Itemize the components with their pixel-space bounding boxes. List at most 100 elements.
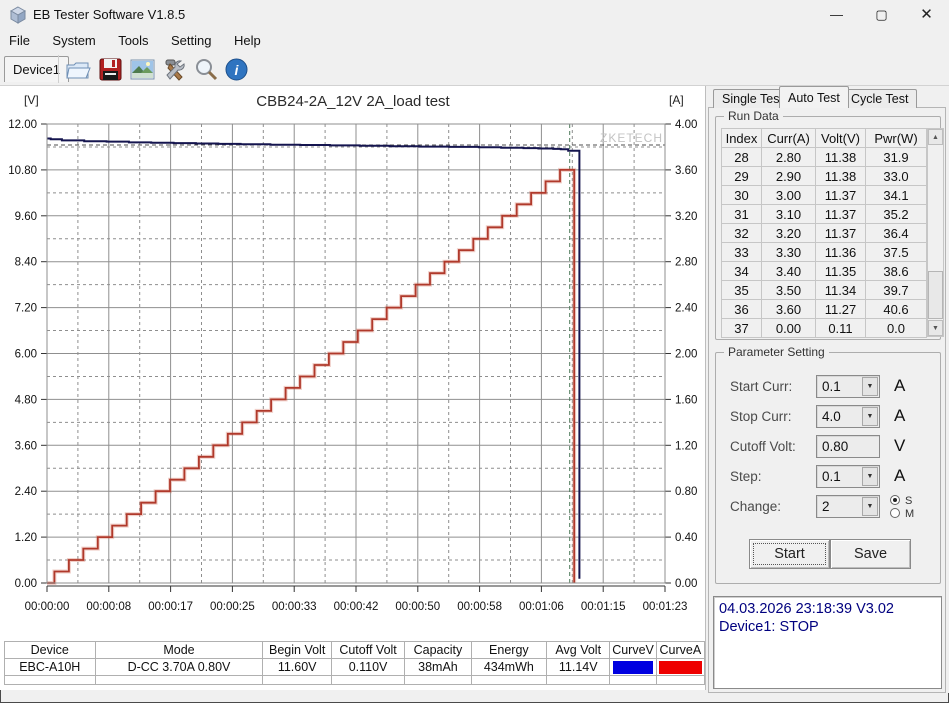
run-data-row[interactable]: 313.1011.3735.2 <box>722 205 927 224</box>
step-combo[interactable]: 0.1 ▼ <box>816 465 880 488</box>
left-tick-label: 3.60 <box>15 440 37 452</box>
result-cell: D-CC 3.70A 0.80V <box>95 659 263 676</box>
menu-help[interactable]: Help <box>225 30 270 48</box>
chevron-down-icon[interactable]: ▼ <box>862 377 878 396</box>
menu-file[interactable]: File <box>0 30 39 48</box>
result-empty-cell <box>331 676 404 685</box>
window-title: EB Tester Software V1.8.5 <box>33 7 185 22</box>
run-data-row[interactable]: 292.9011.3833.0 <box>722 167 927 186</box>
run-data-row[interactable]: 370.000.110.0 <box>722 319 927 338</box>
run-data-row[interactable]: 363.6011.2740.6 <box>722 300 927 319</box>
step-label: Step: <box>730 469 762 484</box>
run-data-group: Run Data IndexCurr(A)Volt(V)Pwr(W)282.80… <box>715 116 941 340</box>
device-tab[interactable]: Device1 <box>4 56 69 82</box>
close-button[interactable]: ✕ <box>904 0 949 30</box>
start-curr-value: 0.1 <box>822 379 841 394</box>
curve-a-swatch[interactable] <box>659 661 702 674</box>
run-data-cell: 11.27 <box>816 300 866 319</box>
chart-title: CBB24-2A_12V 2A_load test <box>0 93 706 110</box>
run-data-cell: 11.34 <box>816 281 866 300</box>
run-data-cell: 40.6 <box>866 300 927 319</box>
scroll-up-icon[interactable]: ▲ <box>928 129 943 145</box>
right-tick-label: 3.60 <box>675 165 697 177</box>
left-tick-label: 9.60 <box>15 211 37 223</box>
menu-bar: File System Tools Setting Help <box>0 30 949 52</box>
chevron-down-icon[interactable]: ▼ <box>862 497 878 516</box>
run-data-row[interactable]: 303.0011.3734.1 <box>722 186 927 205</box>
result-cell: 0.110V <box>331 659 404 676</box>
cutoff-volt-input[interactable]: 0.80 <box>816 435 880 458</box>
radio-seconds[interactable] <box>890 495 900 505</box>
run-data-row[interactable]: 343.4011.3538.6 <box>722 262 927 281</box>
change-row: Change: 2 ▼ S M <box>716 495 940 519</box>
result-header: Avg Volt <box>547 642 610 659</box>
screenshot-icon[interactable] <box>129 56 156 83</box>
menu-tools[interactable]: Tools <box>109 30 157 48</box>
tab-auto-test[interactable]: Auto Test <box>779 86 849 108</box>
x-tick-label: 00:00:17 <box>148 601 193 613</box>
menu-system[interactable]: System <box>43 30 104 48</box>
run-data-cell: 11.36 <box>816 243 866 262</box>
radio-minutes[interactable] <box>890 508 900 518</box>
run-data-header: Curr(A) <box>762 129 816 148</box>
right-tick-label: 4.00 <box>675 119 697 131</box>
run-data-row[interactable]: 323.2011.3736.4 <box>722 224 927 243</box>
run-data-cell: 3.00 <box>762 186 816 205</box>
tab-cycle-test[interactable]: Cycle Test <box>842 89 917 108</box>
run-data-cell: 0.0 <box>866 319 927 338</box>
save-button-label: Save <box>854 546 887 562</box>
start-button[interactable]: Start <box>749 539 830 569</box>
result-cell: 434mWh <box>471 659 546 676</box>
result-empty-cell <box>405 676 471 685</box>
right-axis-unit: [A] <box>669 93 684 107</box>
change-combo[interactable]: 2 ▼ <box>816 495 880 518</box>
toolbar-separator <box>58 55 59 83</box>
x-tick-label: 00:00:00 <box>25 601 70 613</box>
menu-setting[interactable]: Setting <box>162 30 220 48</box>
scroll-down-icon[interactable]: ▼ <box>928 320 943 336</box>
stop-curr-row: Stop Curr: 4.0 ▼ A <box>716 405 940 429</box>
run-data-row[interactable]: 333.3011.3637.5 <box>722 243 927 262</box>
run-data-row[interactable]: 353.5011.3439.7 <box>722 281 927 300</box>
scroll-thumb[interactable] <box>928 271 943 319</box>
stop-curr-combo[interactable]: 4.0 ▼ <box>816 405 880 428</box>
run-data-cell: 37 <box>722 319 762 338</box>
save-button[interactable]: Save <box>830 539 911 569</box>
result-empty-cell <box>95 676 263 685</box>
run-data-cell: 38.6 <box>866 262 927 281</box>
save-icon[interactable] <box>97 56 124 83</box>
right-tick-label: 1.60 <box>675 394 697 406</box>
run-data-row[interactable]: 282.8011.3831.9 <box>722 148 927 167</box>
info-icon[interactable]: i <box>223 56 250 83</box>
minimize-button[interactable]: — <box>814 0 859 30</box>
left-tick-label: 2.40 <box>15 486 37 498</box>
run-data-cell: 28 <box>722 148 762 167</box>
run-data-cell: 3.30 <box>762 243 816 262</box>
curve-v-swatch[interactable] <box>613 661 654 674</box>
cutoff-volt-label: Cutoff Volt: <box>730 439 796 454</box>
run-data-cell: 34.1 <box>866 186 927 205</box>
open-folder-icon[interactable] <box>64 56 91 83</box>
title-bar: EB Tester Software V1.8.5 — ▢ ✕ <box>0 0 949 30</box>
right-tick-label: 0.00 <box>675 578 697 590</box>
zoom-icon[interactable] <box>193 56 220 83</box>
run-data-cell: 36 <box>722 300 762 319</box>
result-header: Mode <box>95 642 263 659</box>
x-tick-label: 00:00:50 <box>395 601 440 613</box>
maximize-button[interactable]: ▢ <box>859 0 904 30</box>
start-curr-combo[interactable]: 0.1 ▼ <box>816 375 880 398</box>
parameter-setting-group: Parameter Setting Start Curr: 0.1 ▼ A St… <box>715 352 941 584</box>
run-data-cell: 36.4 <box>866 224 927 243</box>
run-data-cell: 3.50 <box>762 281 816 300</box>
run-data-cell: 35.2 <box>866 205 927 224</box>
tools-icon[interactable] <box>161 56 188 83</box>
result-table: DeviceModeBegin VoltCutoff VoltCapacityE… <box>4 641 705 685</box>
chevron-down-icon[interactable]: ▼ <box>862 407 878 426</box>
run-data-scrollbar[interactable]: ▲ ▼ <box>927 128 944 337</box>
run-data-cell: 11.37 <box>816 205 866 224</box>
x-tick-label: 00:01:23 <box>643 601 688 613</box>
chevron-down-icon[interactable]: ▼ <box>862 467 878 486</box>
cutoff-volt-row: Cutoff Volt: 0.80 V <box>716 435 940 459</box>
run-data-cell: 2.90 <box>762 167 816 186</box>
change-label: Change: <box>730 499 781 514</box>
